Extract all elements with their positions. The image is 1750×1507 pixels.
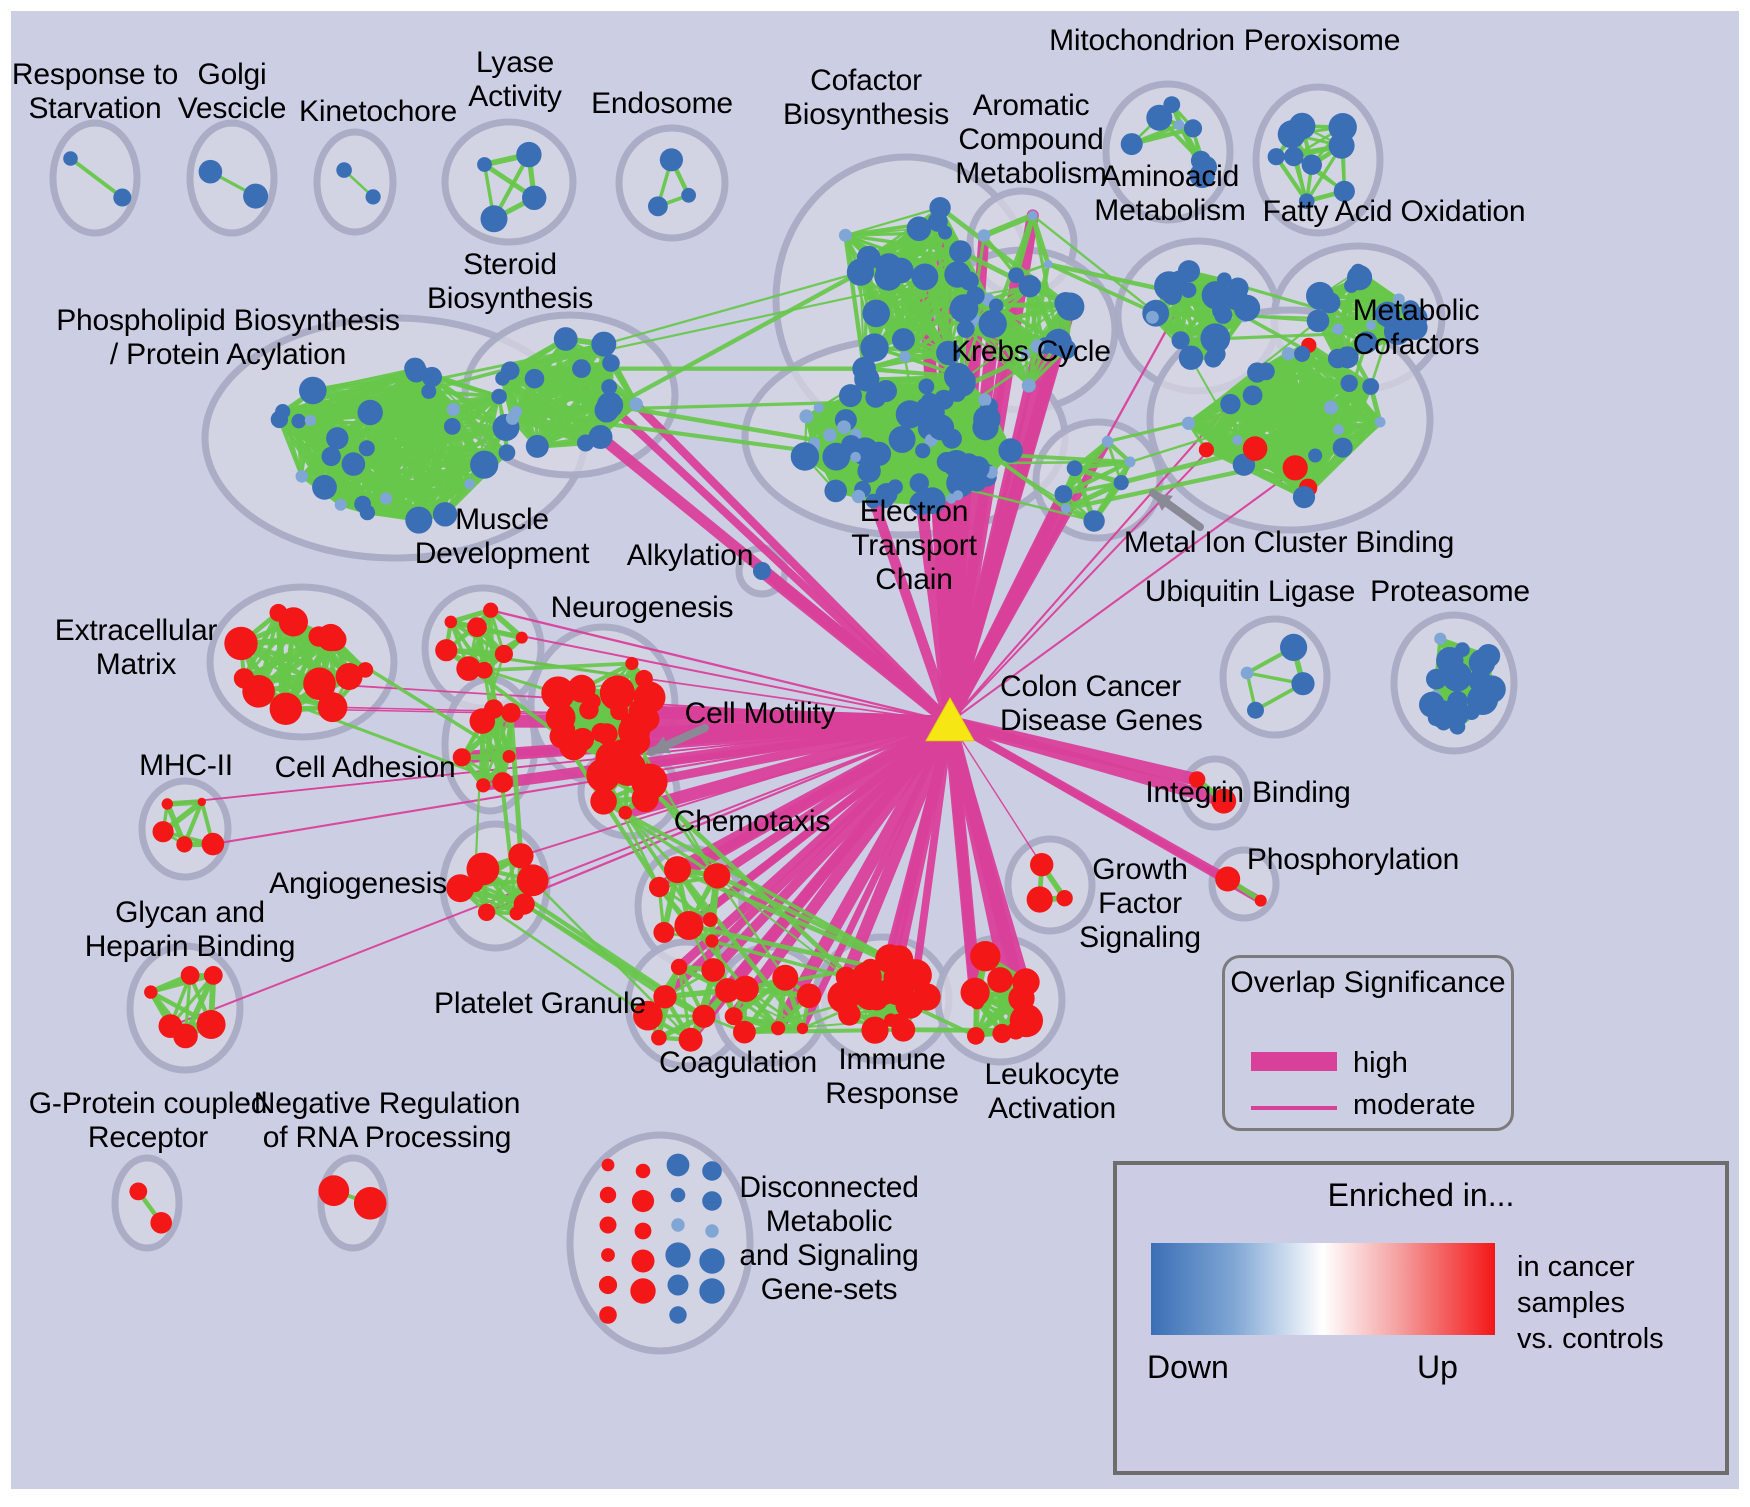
cluster-label-immune-response: Immune Response [825,1043,959,1110]
cluster-label-lyase-activity: Lyase Activity [468,46,562,113]
cluster-label-extracellular-matrix: Extracellular Matrix [54,614,218,681]
enrichment-up-label: Up [1417,1349,1458,1385]
cluster-label-integrin-binding: Integrin Binding [1145,776,1351,809]
cluster-label-g-protein-coupled-receptor: G-Protein coupled Receptor [28,1087,268,1154]
significance-moderate-swatch [1251,1106,1337,1110]
cluster-label-glycan-and-heparin-binding: Glycan and Heparin Binding [84,896,296,963]
pointer-arrows-layer [647,489,1204,756]
cluster-label-fatty-acid-oxidation: Fatty Acid Oxidation [1262,195,1526,228]
enrichment-title: Enriched in... [1327,1177,1515,1213]
cluster-label-cell-motility: Cell Motility [684,697,836,730]
cluster-label-krebs-cycle: Krebs Cycle [951,335,1111,368]
cluster-label-disconnected-gene-sets: Disconnected Metabolic and Signaling Gen… [739,1171,919,1306]
cluster-label-platelet-granule: Platelet Granule [434,987,646,1020]
significance-high-swatch [1251,1052,1337,1071]
cluster-label-response-to-starvation: Response to Starvation [11,58,179,125]
cluster-label-aromatic-compound-metabolism: Aromatic Compound Metabolism [955,89,1107,190]
cluster-label-chemotaxis: Chemotaxis [673,805,831,838]
enrichment-colorbar [1151,1243,1495,1335]
overlap-significance-title: Overlap Significance [1230,966,1506,999]
cluster-label-neurogenesis: Neurogenesis [550,591,734,624]
enrichment-legend: Enriched in... Down Up in cancer samples… [1113,1161,1729,1475]
cluster-label-endosome: Endosome [591,87,733,120]
cluster-label-phospholipid-biosynthesis: Phospholipid Biosynthesis / Protein Acyl… [56,304,400,371]
cluster-label-growth-factor-signaling: Growth Factor Signaling [1079,853,1201,954]
cluster-label-proteasome: Proteasome [1370,575,1530,608]
cluster-label-golgi-vescicle: Golgi Vescicle [177,58,287,125]
cluster-label-metal-ion-cluster-binding: Metal Ion Cluster Binding [1123,526,1455,559]
gene-set-nodes-layer [63,96,1506,1324]
cluster-label-negative-regulation-of-rna-processing: Negative Regulation of RNA Processing [253,1087,521,1154]
cluster-label-phosphorylation: Phosphorylation [1246,843,1460,876]
hub-node-layer [925,696,975,742]
cluster-label-coagulation: Coagulation [659,1046,817,1079]
hub-label-colon-cancer-disease-genes: Colon Cancer Disease Genes [1000,670,1203,737]
overlap-significance-legend: Overlap Significance high moderate [1222,955,1514,1131]
cluster-label-metabolic-cofactors: Metabolic Cofactors [1352,294,1480,361]
cluster-label-angiogenesis: Angiogenesis [269,867,447,900]
cluster-label-mhc-ii: MHC-II [139,749,233,782]
cluster-label-alkylation: Alkylation [626,539,754,572]
cluster-label-electron-transport-chain: Electron Transport Chain [851,495,977,596]
cluster-label-steroid-biosynthesis: Steroid Biosynthesis [426,248,594,315]
enrichment-down-label: Down [1147,1349,1229,1385]
cluster-label-muscle-development: Muscle Development [414,503,590,570]
cluster-label-leukocyte-activation: Leukocyte Activation [984,1058,1120,1125]
cluster-label-ubiquitin-ligase: Ubiquitin Ligase [1144,575,1356,608]
significance-high-label: high [1353,1047,1408,1079]
cluster-label-cell-adhesion: Cell Adhesion [274,751,456,784]
cluster-label-cofactor-biosynthesis: Cofactor Biosynthesis [782,64,950,131]
cluster-label-mitochondrion: Mitochondrion [1049,24,1235,57]
enrichment-side-label: in cancer samples vs. controls [1517,1251,1664,1355]
cluster-label-kinetochore: Kinetochore [299,95,457,128]
cluster-label-aminoacid-metabolism: Aminoacid Metabolism [1094,160,1246,227]
significance-moderate-label: moderate [1353,1089,1476,1121]
cluster-label-peroxisome: Peroxisome [1243,24,1401,57]
